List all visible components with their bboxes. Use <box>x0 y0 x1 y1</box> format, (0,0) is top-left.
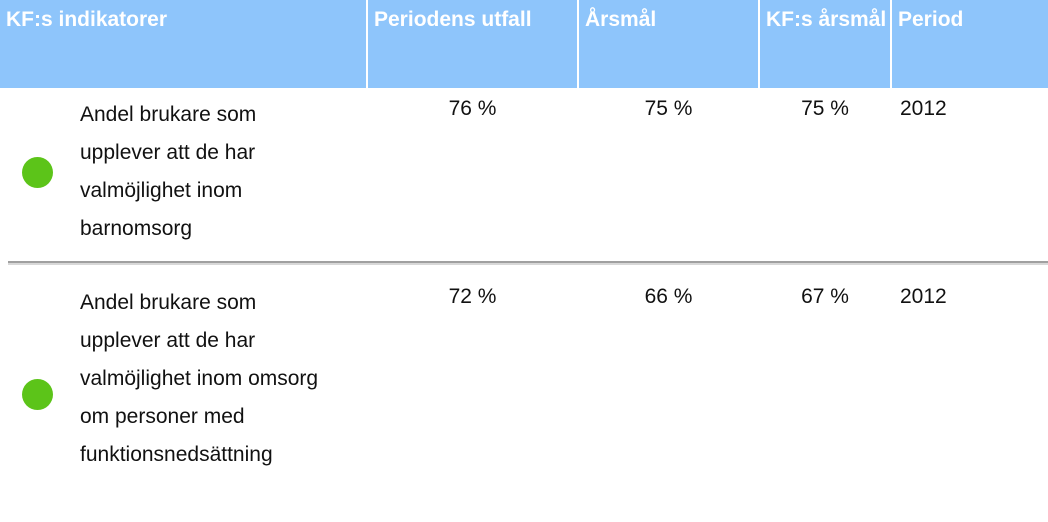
status-indicator <box>22 379 53 410</box>
header-cell: Årsmål <box>579 0 758 88</box>
indicator-text: Andel brukare som upplever att de har va… <box>80 291 319 466</box>
value-cell: 75 % <box>644 97 693 120</box>
header-cell: Period <box>892 0 1048 88</box>
value-cell: 72 % <box>448 285 497 308</box>
period-cell: 2012 <box>900 97 947 120</box>
header-cell: KF:s årsmål <box>760 0 890 88</box>
header-cell: Periodens utfall <box>368 0 577 88</box>
value-cell: 76 % <box>448 97 497 120</box>
period-cell: 2012 <box>900 285 947 308</box>
value-cell: 75 % <box>801 97 849 120</box>
header-cell: KF:s indikatorer <box>0 0 366 88</box>
value-cell: 67 % <box>801 285 849 308</box>
indicator-text: Andel brukare som upplever att de har va… <box>80 103 257 240</box>
row-separator <box>8 261 1048 265</box>
status-indicator <box>22 157 53 188</box>
value-cell: 66 % <box>644 285 693 308</box>
